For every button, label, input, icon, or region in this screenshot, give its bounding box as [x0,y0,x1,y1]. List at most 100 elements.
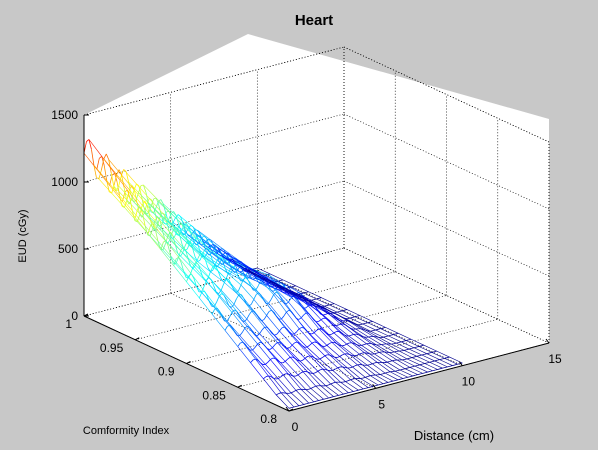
mesh-line [298,328,313,344]
mesh-line [257,267,271,275]
mesh-line [401,359,415,367]
mesh-line [293,331,298,335]
mesh-line [270,359,284,376]
mesh-line [313,332,328,346]
mesh-line [220,290,235,305]
mesh-line [224,330,238,347]
mesh-line [123,187,127,200]
mesh-line [335,324,339,327]
mesh-line [376,344,390,353]
z-axis-label: EUD (cGy) [17,209,29,262]
mesh-line [126,189,130,200]
mesh-line [373,336,387,345]
mesh-line [434,360,448,368]
mesh-line [173,226,188,240]
mesh-line [308,305,322,320]
mesh-line [268,303,282,320]
mesh-line [341,310,356,318]
mesh-line [245,277,259,293]
mesh-line [413,347,427,354]
mesh-line [172,222,187,233]
mesh-line [222,279,226,282]
mesh-line [349,366,353,369]
mesh-line [338,394,342,396]
mesh-line [310,388,324,400]
mesh-line [202,254,216,265]
mesh-line [144,225,159,242]
mesh-line [305,389,319,401]
mesh-line [344,353,358,366]
mesh-line [306,346,321,360]
mesh-line [223,281,237,293]
mesh-line [347,367,361,379]
mesh-line [297,374,312,389]
mesh-line [225,268,239,277]
mesh-line [367,364,381,375]
mesh-line [316,328,320,331]
axes-box [83,46,550,412]
mesh-line [168,213,172,220]
mesh-line [280,287,294,295]
mesh-line [218,271,232,285]
mesh-line [239,335,253,351]
mesh-line [88,139,103,157]
mesh-line [251,278,265,285]
mesh-line [149,229,153,237]
mesh-line [220,283,225,291]
mesh-line [158,199,162,203]
mesh-line [246,318,260,334]
mesh-line [324,354,328,357]
mesh-line [375,329,389,337]
mesh-line [272,347,286,362]
mesh-line [350,391,354,393]
mesh-line [223,249,237,259]
mesh-line [136,201,140,214]
mesh-line [365,387,369,389]
mesh-line [370,385,374,388]
mesh-line [309,355,324,370]
mesh-line [201,290,205,293]
mesh-line [159,220,174,236]
mesh-line [98,178,112,194]
mesh-line [178,235,192,247]
mesh-line [299,298,313,306]
mesh-line [244,328,258,345]
mesh-line [210,239,224,250]
mesh-line [208,301,223,318]
mesh-line [374,353,388,363]
mesh-line [193,265,207,281]
mesh-line [274,334,288,349]
mesh-line [356,353,360,356]
mesh-line [249,327,263,344]
mesh-line [320,368,323,371]
mesh-line [143,184,157,199]
mesh-line [295,285,309,293]
mesh-line [204,256,218,267]
mesh-line [414,365,428,373]
mesh-line [297,372,301,376]
mesh-line [247,270,261,277]
mesh-line [211,309,215,315]
mesh-line [306,300,320,307]
mesh-line [195,258,199,266]
mesh-line [429,361,443,369]
mesh-line [258,273,272,281]
mesh-line [300,371,304,374]
mesh-line [158,226,173,239]
mesh-line [202,241,207,245]
mesh-line [261,326,265,331]
mesh-line [195,233,209,244]
mesh-line [127,189,141,208]
mesh-line [150,211,154,214]
mesh-line [350,379,364,390]
mesh-line [213,306,228,322]
mesh-line [96,169,110,186]
mesh-line [140,195,145,208]
mesh-line [246,314,250,320]
mesh-line [237,346,251,363]
mesh-line [376,351,380,354]
mesh-line [236,311,250,328]
mesh-line [298,404,302,407]
mesh-line [312,304,326,313]
